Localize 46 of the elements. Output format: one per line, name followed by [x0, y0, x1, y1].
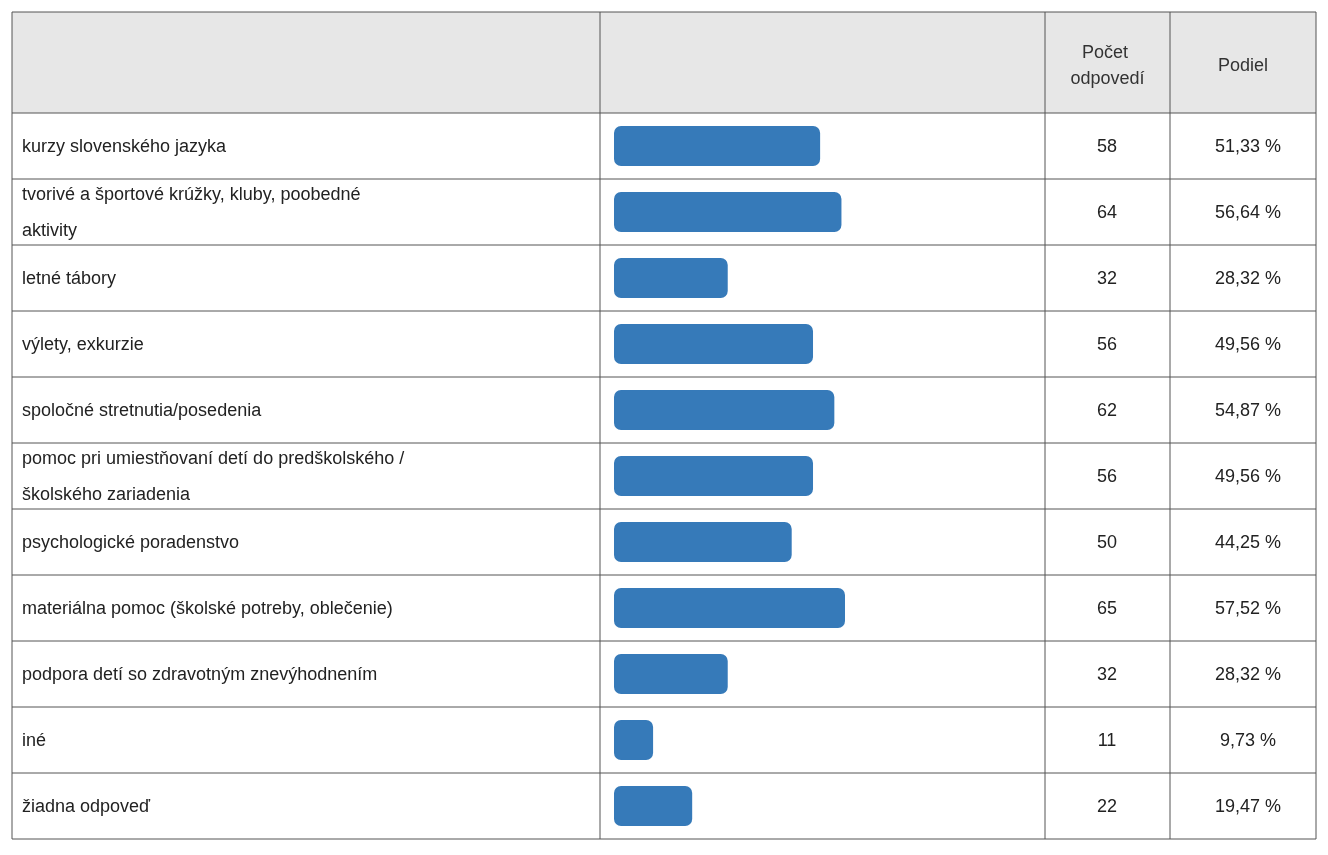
- bar: [614, 258, 728, 298]
- text: 49,56 %: [1214, 334, 1282, 354]
- bar: [614, 654, 728, 694]
- bar: [614, 126, 821, 166]
- y-tick-label: materiálna pomoc (školské potreby, oblečenie): [22, 598, 393, 618]
- data-label: 64: [1096, 202, 1118, 222]
- data-label: 50: [1096, 532, 1118, 552]
- y-tick-label: kurzy slovenského jazyka: [22, 136, 228, 156]
- data-label: 11: [1097, 730, 1117, 750]
- y-tick-label: pomoc pri umiestňovaní detí do predškolského /školského zariadenia: [22, 448, 405, 504]
- data-label: 56: [1096, 466, 1118, 486]
- data-label: 32: [1096, 664, 1118, 684]
- text: Podiel: [1217, 54, 1269, 75]
- y-tick-label: iné: [22, 730, 47, 750]
- bar: [614, 588, 845, 628]
- text: 56,64 %: [1214, 202, 1282, 222]
- text: 28,32 %: [1214, 664, 1282, 684]
- text: 9,73 %: [1219, 730, 1277, 750]
- y-tick-label: výlety, exkurzie: [22, 334, 144, 354]
- y-tick-label: spoločné stretnutia/posedenia: [22, 400, 263, 420]
- text: 57,52 %: [1214, 598, 1282, 618]
- data-label: 56: [1096, 334, 1118, 354]
- y-tick-label: žiadna odpoveď: [22, 796, 152, 816]
- bar: [614, 324, 814, 364]
- data-label: 62: [1096, 400, 1118, 420]
- bar: [614, 390, 835, 430]
- data-label: 22: [1096, 796, 1118, 816]
- data-label: 58: [1096, 136, 1118, 156]
- y-tick-label: podpora detí so zdravotným znevýhodnením: [22, 664, 378, 684]
- bar: [614, 522, 792, 562]
- data-label: 65: [1096, 598, 1118, 618]
- y-tick-label: tvorivé a športové krúžky, kluby, poobedné aktivity: [22, 184, 366, 240]
- bar: [614, 786, 693, 826]
- text: 51,33 %: [1214, 136, 1282, 156]
- y-tick-label: psychologické poradenstvo: [22, 532, 240, 552]
- bar: [614, 192, 842, 232]
- bar: [614, 456, 814, 496]
- y-tick-label: letné tábory: [22, 268, 117, 288]
- text: Počet odpovedí: [1070, 41, 1145, 88]
- text: 54,87 %: [1214, 400, 1282, 420]
- bar: [614, 720, 654, 760]
- text: 28,32 %: [1214, 268, 1282, 288]
- text: 49,56 %: [1214, 466, 1282, 486]
- data-label: 32: [1096, 268, 1118, 288]
- text: 19,47 %: [1214, 796, 1282, 816]
- text: 44,25 %: [1214, 532, 1282, 552]
